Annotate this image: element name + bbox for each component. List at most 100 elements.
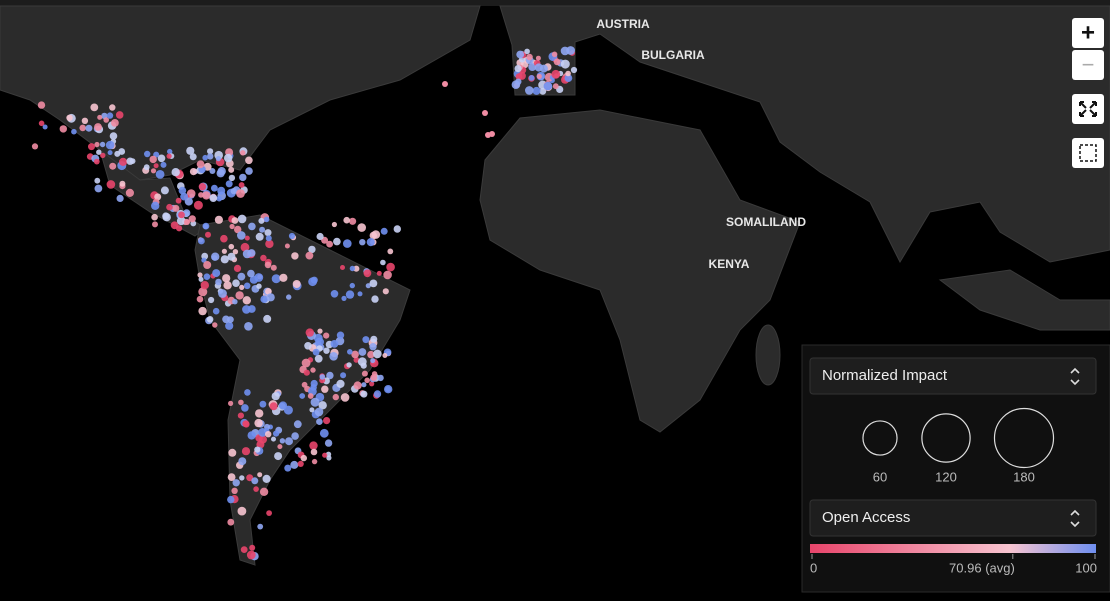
zoom-out-button[interactable]	[1072, 50, 1104, 80]
size-legend-circle	[993, 407, 1055, 469]
institution-dot	[345, 290, 355, 299]
institution-dot	[79, 124, 86, 132]
institution-dot	[393, 225, 401, 233]
institution-dot	[211, 252, 220, 261]
institution-dot	[269, 402, 278, 411]
institution-dot	[536, 73, 542, 79]
institution-dot	[93, 158, 100, 165]
fullscreen-button[interactable]	[1072, 94, 1104, 124]
institution-dot	[311, 458, 318, 465]
institution-dot	[514, 65, 522, 73]
institution-dot	[229, 223, 235, 230]
institution-dot	[220, 255, 229, 264]
institution-dot	[343, 216, 351, 224]
institution-dot	[202, 191, 211, 200]
institution-dot	[232, 249, 239, 255]
southeast-asia	[938, 269, 1110, 331]
institution-dot	[332, 393, 339, 401]
institution-dot	[329, 352, 338, 361]
institution-dot	[235, 291, 244, 300]
institution-dot	[207, 148, 214, 155]
institution-dot	[212, 322, 218, 328]
institution-dot	[94, 141, 100, 148]
institution-dot	[222, 274, 231, 283]
institution-dot	[225, 321, 234, 330]
institution-dot	[245, 167, 253, 175]
institution-dot	[236, 189, 245, 198]
institution-dot	[166, 153, 172, 159]
institution-dot	[106, 112, 114, 119]
institution-dot	[357, 223, 367, 232]
institution-dot	[239, 173, 247, 182]
institution-dot	[349, 265, 356, 272]
select-arrows	[1070, 509, 1080, 528]
institution-dot	[237, 214, 247, 224]
institution-dot	[534, 63, 543, 72]
institution-dot	[246, 550, 256, 560]
institution-dot	[109, 132, 118, 140]
institution-dot	[266, 293, 275, 302]
institution-dot	[119, 180, 126, 187]
institution-dot	[263, 216, 270, 223]
institution-dot	[358, 348, 367, 356]
institution-dot	[363, 269, 372, 278]
institution-dot	[285, 437, 293, 446]
zoom-in-button[interactable]	[1072, 18, 1104, 48]
institution-dot	[240, 242, 250, 252]
institution-dot	[303, 369, 310, 376]
institution-dot	[212, 269, 221, 278]
color-legend-ticks: 0 70.96 (avg) 100	[810, 554, 1097, 575]
institution-dot	[565, 70, 571, 77]
institution-dot	[209, 194, 218, 203]
institution-dot	[215, 278, 222, 286]
institution-dot	[253, 486, 259, 492]
institution-dot	[109, 162, 117, 170]
institution-dot	[353, 265, 360, 272]
institution-dot	[539, 88, 547, 95]
institution-dot	[257, 472, 263, 478]
map-controls: + −	[1072, 18, 1104, 168]
color-tick-label: 70.96 (avg)	[949, 560, 1015, 575]
institution-dot	[297, 460, 304, 467]
institution-dot	[307, 393, 314, 399]
institution-dot	[206, 316, 214, 323]
institution-dot	[205, 231, 211, 238]
institution-dot	[299, 393, 306, 399]
institution-dot	[238, 457, 247, 466]
size-legend-label: 120	[935, 469, 957, 484]
institution-dot	[290, 460, 299, 469]
size-metric-select[interactable]	[809, 357, 1097, 395]
institution-dot	[528, 75, 535, 81]
fullscreen-icon	[1079, 101, 1097, 117]
institution-dot	[94, 123, 102, 131]
institution-dot	[106, 180, 116, 189]
institution-dot	[231, 217, 239, 224]
color-metric-select[interactable]	[809, 499, 1097, 537]
institution-dot	[242, 420, 250, 428]
institution-dot	[241, 447, 251, 456]
institution-dot	[214, 215, 223, 224]
institution-dot	[376, 270, 382, 276]
institution-dot	[189, 168, 198, 176]
institution-dot	[238, 182, 245, 188]
institution-dot	[265, 288, 272, 295]
institution-dot	[526, 53, 533, 61]
institution-dot	[239, 475, 245, 481]
institution-dot	[382, 353, 388, 358]
color-metric-label: Open Access	[822, 509, 910, 526]
size-legend-circle	[862, 420, 898, 456]
institution-dot	[279, 273, 288, 282]
institution-dot	[271, 436, 276, 442]
institution-dot	[312, 348, 320, 356]
institution-dot	[227, 252, 236, 261]
select-button[interactable]	[1072, 138, 1104, 168]
institution-dot	[310, 397, 320, 407]
institution-dot	[353, 381, 362, 390]
institution-dot	[258, 428, 267, 437]
institution-dot	[203, 273, 211, 281]
map-label: KENYA	[709, 257, 750, 271]
institution-dot	[326, 371, 334, 380]
zoom-in-icon: +	[1081, 19, 1095, 46]
institution-dot	[71, 128, 77, 135]
institution-dot	[279, 438, 286, 444]
